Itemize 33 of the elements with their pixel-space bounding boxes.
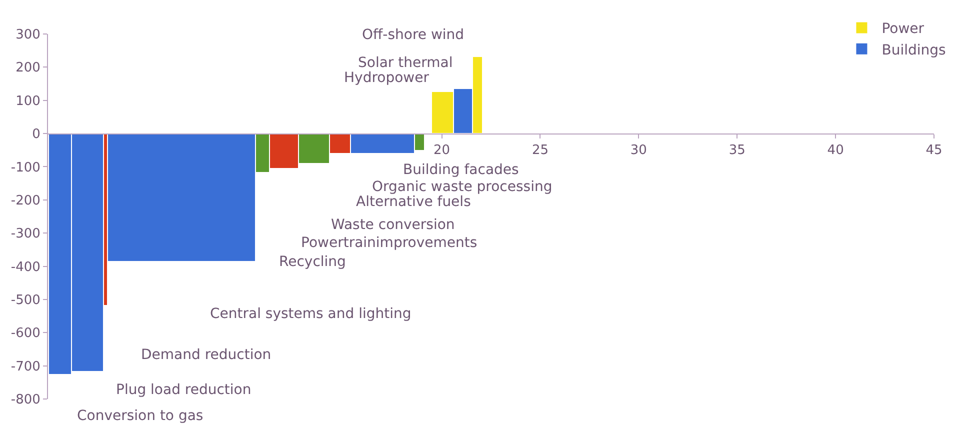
text: Conversion to gas xyxy=(77,408,204,424)
y-tick-label: -100 xyxy=(10,160,40,176)
y-tick-label: -500 xyxy=(10,293,40,308)
y-tick-label: -400 xyxy=(10,260,40,275)
annotation: Solar thermal xyxy=(358,55,453,71)
x-tick-label: 25 xyxy=(532,143,548,158)
annotation: Recycling xyxy=(279,254,346,270)
annotation: Powertrainimprovements xyxy=(301,235,478,251)
y-tick-label: -800 xyxy=(10,392,40,408)
x-tick-label: 20 xyxy=(434,143,450,158)
x-tick-label: 35 xyxy=(728,143,746,158)
x-tick-label: 40 xyxy=(827,143,844,158)
annotation: Building facades xyxy=(403,162,519,178)
legend-label: Power xyxy=(882,21,924,38)
annotation: Hydropower xyxy=(344,70,430,86)
y-tick-label: -200 xyxy=(10,193,40,208)
legend-label: Buildings xyxy=(882,42,946,58)
annotation: Off-shore wind xyxy=(362,27,464,43)
y-tick-label: 300 xyxy=(16,28,40,43)
y-tick-label: 100 xyxy=(16,94,40,109)
annotation: Organic waste processing xyxy=(372,179,552,195)
annotation: Demand reduction xyxy=(141,347,272,363)
y-tick-label: -600 xyxy=(10,326,40,342)
y-tick-label: 200 xyxy=(16,60,40,76)
annotation: Waste conversion xyxy=(331,217,455,233)
y-tick-label: -700 xyxy=(10,359,40,374)
x-tick-label: 45 xyxy=(926,143,942,158)
annotation: Central systems and lighting xyxy=(210,306,412,322)
y-tick-label: 0 xyxy=(32,127,40,142)
annotation: Alternative fuels xyxy=(356,194,471,210)
y-tick-label: -300 xyxy=(10,226,40,242)
annotation: Plug load reduction xyxy=(116,382,252,398)
x-tick-label: 30 xyxy=(630,143,647,158)
